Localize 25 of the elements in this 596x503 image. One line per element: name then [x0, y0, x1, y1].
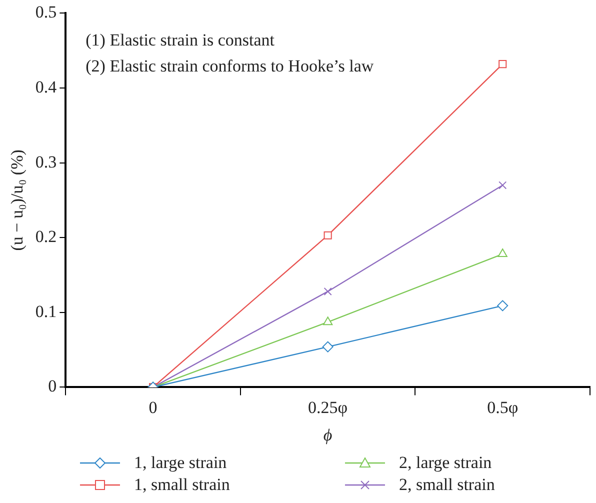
y-tick-label: 0.5: [35, 2, 57, 22]
annotation: (2) Elastic strain conforms to Hooke’s law: [86, 56, 374, 76]
y-tick-label: 0: [48, 376, 57, 396]
y-axis-title: (u − u₀)/u₀ (%): [8, 150, 27, 251]
point: [497, 300, 508, 312]
x-tick-label: 0: [148, 398, 158, 417]
x-tick-label: 0.25φ: [308, 398, 348, 417]
y-tick-label: 0.3: [35, 152, 57, 172]
y-tick-label: 0.4: [35, 77, 58, 96]
point: [322, 341, 334, 352]
point: [324, 287, 332, 296]
x-axis-title: ϕ: [323, 425, 332, 444]
legend-label: 2, small strain: [399, 475, 495, 495]
point: [324, 231, 332, 240]
point: [498, 181, 507, 190]
point: [498, 60, 507, 68]
legend-label: 1, small strain: [134, 475, 230, 495]
legend-label: 2, large strain: [399, 453, 492, 473]
x-tick-label: 0.5φ: [487, 398, 518, 417]
y-tick-label: 0.1: [35, 302, 57, 321]
legend-label: 1, large strain: [134, 453, 227, 473]
annotation: (1) Elastic strain is constant: [86, 30, 275, 50]
y-tick-label: 0.2: [35, 227, 57, 246]
point: [322, 316, 333, 326]
point: [498, 248, 508, 258]
